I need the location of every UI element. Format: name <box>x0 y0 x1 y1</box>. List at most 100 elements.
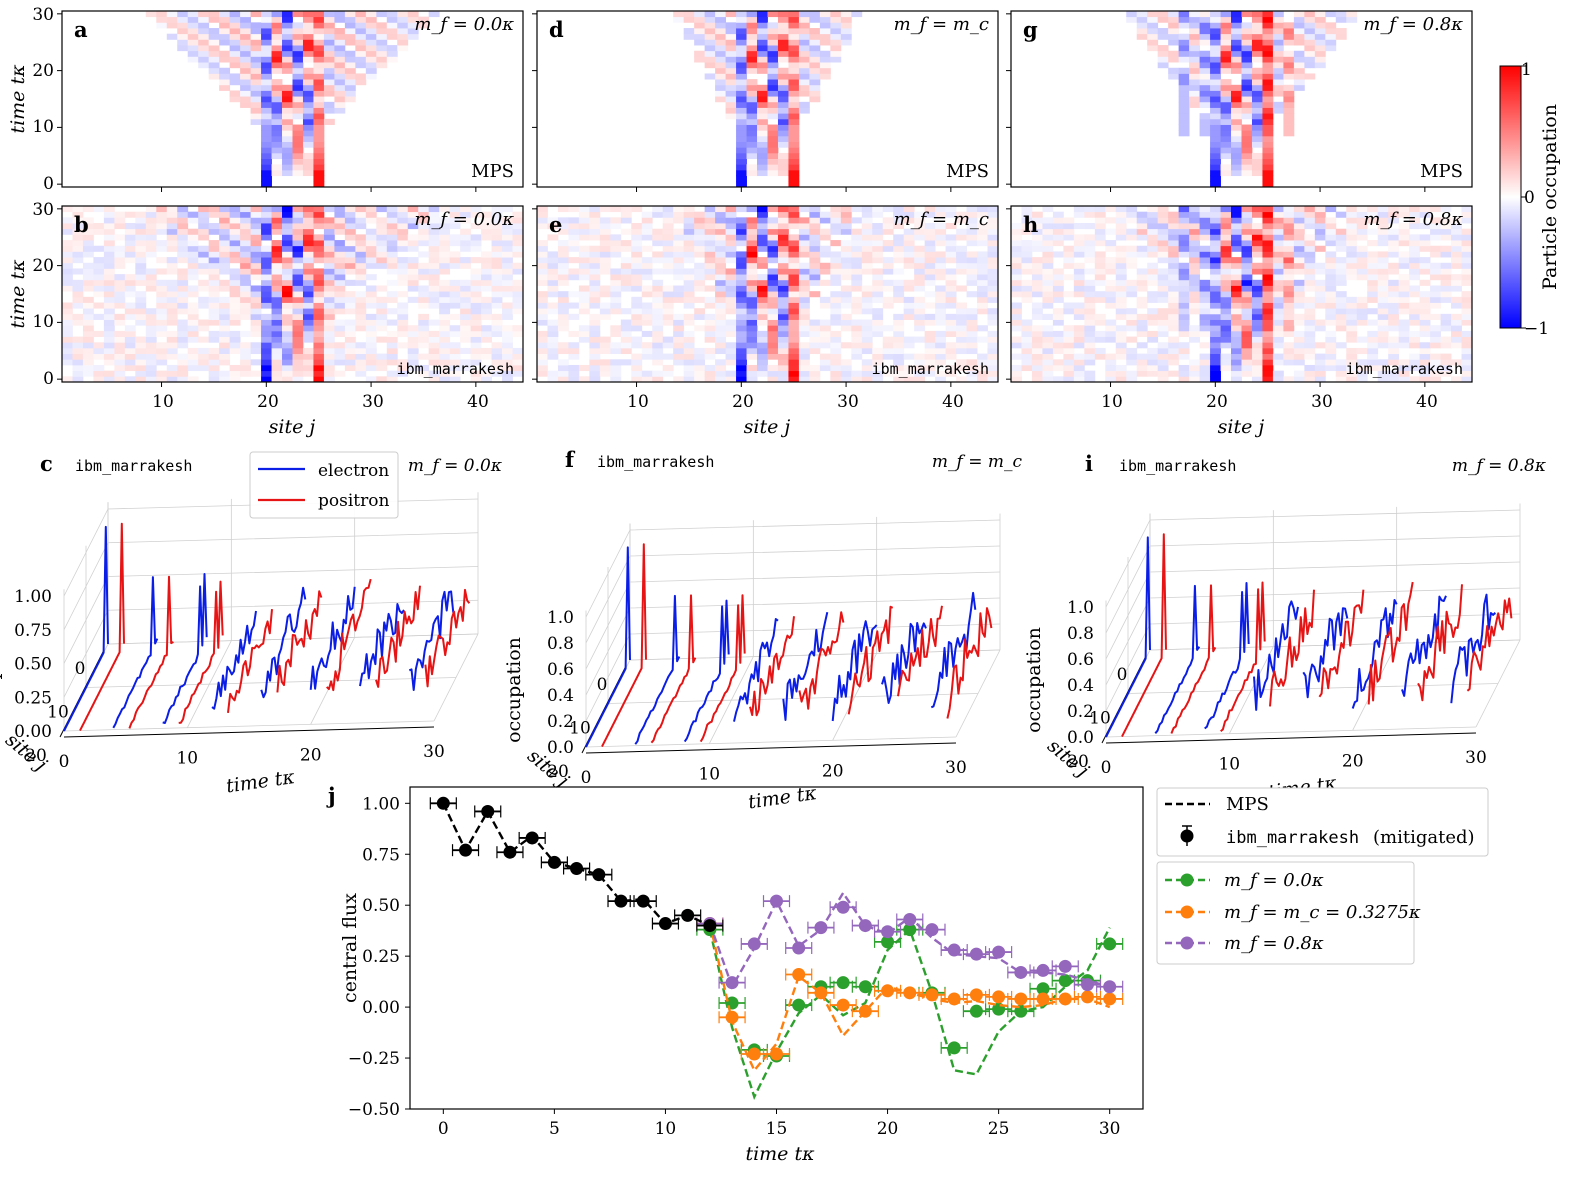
heatmap-cell <box>135 217 147 224</box>
heatmap-cell <box>1136 353 1148 360</box>
heatmap-cell <box>715 217 726 224</box>
heatmap-cell <box>767 245 779 252</box>
heatmap-cell <box>302 73 314 80</box>
heatmap-cell <box>578 228 590 235</box>
heatmap-cell <box>282 308 293 315</box>
heatmap-cell <box>757 45 768 52</box>
heatmap-cell <box>610 291 622 298</box>
heatmap-cell <box>323 251 335 258</box>
heatmap-cell <box>502 376 513 383</box>
heatmap-cell <box>1283 211 1295 218</box>
heatmap-cell <box>1073 285 1085 292</box>
heatmap-cell <box>1011 274 1022 281</box>
heatmap-cell <box>1356 268 1368 275</box>
heatmap-cell <box>302 364 314 372</box>
heatmap-cell <box>292 73 304 80</box>
heatmap-cell <box>261 313 272 320</box>
heatmap-cell <box>767 84 779 91</box>
heatmap-cell <box>1105 240 1117 247</box>
heatmap-cell <box>1430 370 1441 377</box>
heatmap-cell <box>715 370 726 377</box>
electron-trace <box>733 618 779 722</box>
heatmap-cell <box>715 84 726 91</box>
heatmap-cell <box>1419 342 1431 349</box>
heatmap-cell <box>872 347 884 355</box>
heatmap-cell <box>830 376 842 383</box>
heatmap-cell <box>355 39 367 46</box>
heatmap-cell <box>292 370 304 377</box>
heatmap-cell <box>578 234 590 241</box>
heatmap-cell <box>788 336 800 343</box>
heatmap-cell <box>673 16 685 23</box>
heatmap-cell <box>1231 364 1242 372</box>
heatmap-cell <box>557 313 569 320</box>
heatmap-cell <box>1210 158 1221 165</box>
heatmap-cell <box>725 353 737 360</box>
heatmap-cell <box>1126 285 1138 292</box>
heatmap-cell <box>924 228 936 235</box>
heatmap-cell <box>1084 257 1096 264</box>
heatmap-cell <box>418 274 430 281</box>
heatmap-cell <box>1178 124 1190 131</box>
heatmap-cell <box>599 359 611 366</box>
heatmap-cell <box>1409 211 1421 218</box>
heatmap-cell <box>502 359 513 366</box>
heatmap-cell <box>1304 28 1316 35</box>
heatmap-cell <box>470 240 482 247</box>
heatmap-cell <box>620 217 632 224</box>
x-tick-label: 30 <box>362 392 384 412</box>
heatmap-cell <box>966 279 978 286</box>
heatmap-cell <box>250 268 262 275</box>
heatmap-cell <box>313 285 325 292</box>
heatmap-cell <box>1210 342 1221 349</box>
heatmap-cell <box>1011 364 1022 372</box>
heatmap-cell <box>882 336 894 343</box>
heatmap-cell <box>589 291 601 298</box>
heatmap-cell <box>219 228 231 235</box>
heatmap-cell <box>1388 251 1400 258</box>
heatmap-cell <box>1136 285 1148 292</box>
heatmap-cell <box>135 336 147 343</box>
heatmap-cell <box>407 11 419 18</box>
heatmap-cell <box>439 319 451 326</box>
heatmap-cell <box>302 234 314 241</box>
heatmap-cell <box>537 211 548 218</box>
heatmap-cell <box>114 262 126 269</box>
heatmap-cell <box>1136 22 1148 29</box>
heatmap-cell <box>292 11 304 18</box>
heatmap-cell <box>767 364 779 372</box>
heatmap-cell <box>302 135 314 142</box>
heatmap-cell <box>704 313 716 320</box>
heatmap-cell <box>240 268 251 275</box>
heatmap-cell <box>240 291 251 298</box>
heatmap-cell <box>1073 308 1085 315</box>
heatmap-cell <box>355 245 367 252</box>
heatmap-cell <box>1346 336 1358 343</box>
heatmap-cell <box>1220 223 1232 230</box>
heatmap-cell <box>1052 211 1064 218</box>
heatmap-cell <box>767 147 779 154</box>
heatmap-cell <box>757 124 768 131</box>
heatmap-cell <box>187 330 199 337</box>
heatmap-cell <box>557 364 569 372</box>
heatmap-cell <box>956 262 967 269</box>
heatmap-cell <box>365 262 377 269</box>
heatmap-cell <box>1409 251 1421 258</box>
heatmap-cell <box>114 359 126 366</box>
heatmap-cell <box>355 11 367 18</box>
heatmap-cell <box>302 257 314 264</box>
heatmap-cell <box>1189 33 1200 40</box>
heatmap-cell <box>809 240 821 247</box>
heatmap-cell <box>1304 73 1316 80</box>
heatmap-cell <box>966 308 978 315</box>
heatmap-cell <box>240 370 251 377</box>
heatmap-cell <box>166 262 178 269</box>
positron-trace <box>227 609 273 714</box>
heatmap-cell <box>491 347 503 355</box>
heatmap-cell <box>610 308 622 315</box>
heatmap-cell <box>757 90 768 97</box>
heatmap-cell <box>945 257 957 264</box>
heatmap-cell <box>956 228 967 235</box>
heatmap-cell <box>208 364 220 372</box>
heatmap-cell <box>945 325 957 332</box>
